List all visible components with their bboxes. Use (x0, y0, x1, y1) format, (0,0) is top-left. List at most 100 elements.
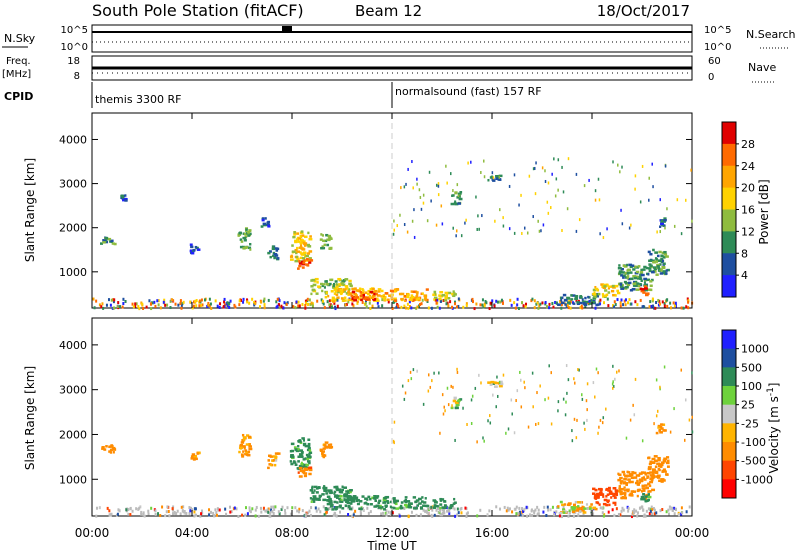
sparse-cell (515, 399, 517, 403)
data-cell (585, 300, 589, 304)
data-cell (602, 286, 607, 290)
data-cell (109, 448, 113, 452)
sparse-cell (523, 380, 525, 384)
data-cell (309, 489, 314, 492)
ground-scatter-cell (368, 301, 371, 305)
data-cell (360, 298, 363, 302)
ground-scatter-cell (154, 509, 157, 513)
data-cell (275, 249, 279, 252)
data-cell (666, 465, 670, 468)
ground-scatter-cell (638, 506, 641, 510)
nave-label: Nave (748, 61, 776, 74)
ground-scatter-cell (328, 303, 331, 307)
data-cell (291, 244, 294, 247)
data-cell (276, 247, 280, 251)
data-cell (315, 498, 319, 501)
sparse-cell (480, 171, 482, 175)
data-cell (616, 291, 621, 295)
data-cell (655, 259, 658, 263)
ground-scatter-cell (183, 510, 186, 514)
ground-scatter-cell (449, 300, 452, 304)
cpid-label: CPID (4, 90, 33, 103)
sparse-cell (634, 174, 637, 178)
data-cell (295, 449, 300, 453)
ground-scatter-cell (240, 298, 243, 302)
ground-scatter-cell (242, 300, 245, 304)
data-cell (640, 471, 645, 474)
ground-scatter-cell (199, 514, 202, 518)
sparse-cell (621, 165, 623, 169)
data-cell (602, 283, 607, 287)
ground-scatter-cell (671, 506, 674, 510)
data-cell (343, 495, 347, 498)
data-cell (639, 277, 643, 280)
ground-scatter-cell (674, 508, 677, 512)
ground-scatter-cell (627, 509, 630, 513)
ground-scatter-cell (272, 511, 275, 515)
data-cell (321, 284, 324, 288)
data-cell (654, 471, 659, 474)
sparse-cell (435, 223, 438, 227)
data-cell (317, 486, 321, 489)
ground-scatter-cell (188, 512, 191, 516)
ground-scatter-cell (224, 507, 227, 511)
data-cell (393, 299, 398, 302)
ground-scatter-cell (631, 512, 634, 516)
data-cell (650, 288, 653, 292)
ground-scatter-cell (543, 505, 546, 509)
ground-scatter-cell (407, 514, 410, 518)
ground-scatter-cell (161, 505, 164, 509)
sparse-cell (651, 162, 653, 166)
data-cell (298, 464, 302, 468)
ground-scatter-cell (513, 301, 516, 305)
data-cell (647, 273, 650, 276)
ground-scatter-cell (471, 297, 474, 301)
data-cell (580, 507, 584, 510)
sparse-cell (565, 400, 567, 404)
ground-scatter-cell (180, 304, 183, 308)
data-cell (333, 490, 337, 494)
sparse-cell (673, 224, 676, 228)
data-cell (308, 466, 311, 470)
ground-scatter-cell (633, 511, 636, 515)
sparse-cell (656, 409, 659, 413)
data-cell (639, 287, 643, 291)
sparse-cell (606, 227, 608, 231)
sparse-cell (470, 398, 473, 402)
ground-scatter-cell (536, 505, 539, 509)
data-cell (304, 465, 308, 468)
data-cell (347, 288, 351, 291)
data-cell (320, 246, 324, 250)
data-cell (297, 455, 301, 459)
data-cell (273, 253, 278, 256)
ground-scatter-cell (536, 512, 539, 516)
data-cell (638, 472, 643, 475)
data-cell (438, 294, 442, 297)
ground-scatter-cell (208, 297, 211, 301)
data-cell (194, 457, 198, 461)
data-cell (620, 287, 625, 290)
ground-scatter-cell (518, 510, 521, 514)
data-cell (310, 292, 313, 296)
data-cell (240, 240, 244, 243)
data-cell (661, 223, 665, 227)
colorbar-segment (722, 143, 736, 167)
data-cell (313, 485, 318, 489)
ground-scatter-cell (246, 512, 249, 516)
ground-scatter-cell (560, 298, 563, 302)
ground-scatter-cell (381, 298, 384, 302)
ground-scatter-cell (194, 507, 197, 511)
data-cell (663, 250, 667, 254)
data-cell (343, 296, 347, 300)
data-cell (327, 443, 330, 447)
sparse-cell (557, 400, 560, 404)
ground-scatter-cell (488, 509, 491, 513)
data-cell (605, 283, 609, 286)
sparse-cell (505, 431, 507, 435)
data-cell (451, 292, 455, 296)
ground-scatter-cell (159, 306, 162, 310)
ground-scatter-cell (304, 512, 307, 516)
data-cell (297, 460, 300, 463)
ground-scatter-cell (263, 297, 266, 301)
